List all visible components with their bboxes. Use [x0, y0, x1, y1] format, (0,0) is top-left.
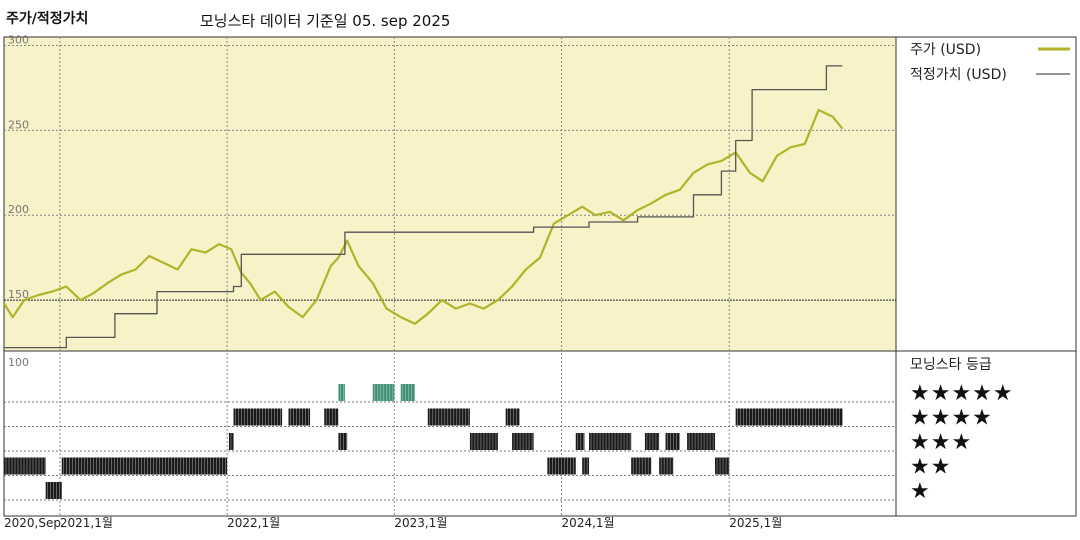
- rating-layer: [4, 384, 843, 499]
- rating-bar-4-star: [233, 408, 283, 426]
- rating-bar-fill: [582, 457, 590, 475]
- chart-frame: [3, 36, 1077, 517]
- rating-bar-fill: [644, 433, 660, 450]
- rating-bar-2-star: [715, 457, 730, 475]
- rating-bar-3-star: [644, 433, 660, 450]
- rating-bar-3-star: [665, 433, 680, 450]
- x-tick-label: 2024,1월: [562, 516, 615, 530]
- rating-bar-fill: [4, 457, 46, 475]
- rating-bar-5-star: [372, 384, 395, 401]
- rating-legend-stars: ★★★★: [910, 406, 993, 431]
- rating-bar-fill: [61, 457, 228, 475]
- rating-bar-fill: [338, 384, 345, 401]
- rating-bar-4-star: [427, 408, 470, 426]
- price-series-line: [3, 108, 844, 325]
- y-tick-label: 300: [8, 33, 29, 46]
- rating-bar-3-star: [228, 433, 234, 450]
- rating-bar-2-star: [582, 457, 590, 475]
- rating-bar-3-star: [469, 433, 498, 450]
- rating-bar-2-star: [61, 457, 228, 475]
- rating-legend-stars: ★: [910, 479, 931, 504]
- rating-bar-3-star: [687, 433, 716, 450]
- rating-bar-fill: [233, 408, 283, 426]
- rating-bar-fill: [735, 408, 843, 426]
- rating-bar-4-star: [288, 408, 311, 426]
- rating-legend-title: 모닝스타 등급: [910, 357, 992, 373]
- y-tick-label: 200: [8, 203, 29, 216]
- y-tick-label: 150: [8, 288, 29, 301]
- page-title: 주가/적정가치: [6, 11, 89, 27]
- rating-bar-fill: [324, 408, 339, 426]
- rating-bar-5-star: [338, 384, 345, 401]
- rating-bar-3-star: [338, 433, 348, 450]
- x-tick-label: 2022,1월: [227, 516, 280, 530]
- rating-bar-fill: [715, 457, 730, 475]
- legend-fair-value-label: 적정가치 (USD): [910, 67, 1007, 83]
- rating-bar-2-star: [4, 457, 46, 475]
- grid-layer: [3, 36, 1077, 517]
- rating-bar-fill: [400, 384, 415, 401]
- legend-layer: 주가 (USD)적정가치 (USD)모닝스타 등급★★★★★★★★★★★★★★★: [910, 42, 1070, 504]
- rating-tick-label: 100: [8, 356, 29, 369]
- rating-bar-2-star: [659, 457, 674, 475]
- rating-bar-3-star: [575, 433, 585, 450]
- rating-bar-3-star: [589, 433, 632, 450]
- page-subtitle: 모닝스타 데이터 기준일 05. sep 2025: [200, 12, 451, 30]
- rating-bar-1-star: [45, 482, 62, 499]
- price-panel-background: [4, 37, 896, 351]
- rating-bar-5-star: [400, 384, 416, 401]
- rating-legend-stars: ★★★★★: [910, 381, 1014, 406]
- y-tick-label: 250: [8, 118, 29, 131]
- rating-legend-stars: ★★★: [910, 430, 972, 455]
- legend-price-label: 주가 (USD): [910, 42, 981, 58]
- rating-bar-4-star: [505, 408, 520, 426]
- rating-legend-stars: ★★: [910, 455, 951, 480]
- rating-bar-fill: [427, 408, 470, 426]
- rating-bar-2-star: [631, 457, 652, 475]
- series-layer: [3, 65, 844, 349]
- x-tick-label: 2020,Sep: [4, 516, 61, 530]
- x-tick-label: 2025,1월: [729, 516, 782, 530]
- fair-value-series-line: [4, 65, 843, 349]
- rating-bar-4-star: [324, 408, 339, 426]
- rating-bar-fill: [505, 408, 520, 426]
- rating-bar-fill: [338, 433, 348, 450]
- x-tick-label: 2023,1월: [394, 516, 447, 530]
- rating-bar-fill: [575, 433, 585, 450]
- rating-bar-3-star: [512, 433, 534, 450]
- rating-bar-fill: [665, 433, 680, 450]
- rating-bar-fill: [589, 433, 632, 450]
- x-tick-label: 2021,1월: [60, 516, 113, 530]
- rating-bar-2-star: [547, 457, 576, 475]
- rating-bar-fill: [659, 457, 674, 475]
- rating-bar-4-star: [735, 408, 843, 426]
